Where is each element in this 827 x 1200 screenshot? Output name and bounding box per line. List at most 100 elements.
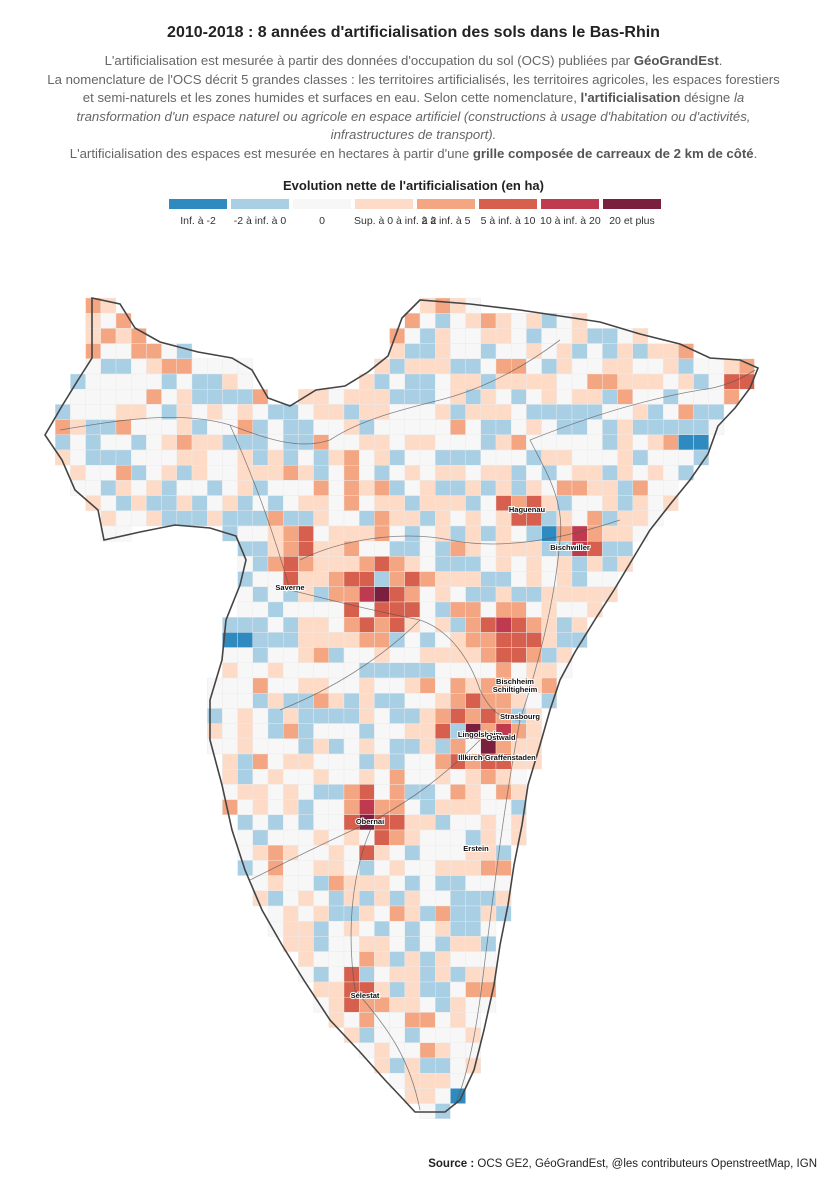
grid-cell bbox=[313, 632, 330, 648]
grid-cell bbox=[313, 905, 330, 922]
grid-cell bbox=[328, 814, 345, 831]
grid-cell bbox=[298, 708, 314, 724]
grid-cell bbox=[556, 556, 573, 572]
grid-cell bbox=[55, 404, 71, 420]
grid-cell bbox=[419, 617, 436, 633]
legend-swatch bbox=[603, 199, 661, 209]
grid-cell bbox=[450, 601, 466, 618]
grid-cell bbox=[526, 617, 542, 633]
grid-cell bbox=[587, 434, 603, 451]
grid-cell bbox=[465, 769, 482, 785]
grid-cell bbox=[571, 571, 588, 588]
grid-cell bbox=[450, 434, 466, 451]
grid-cell bbox=[313, 617, 330, 633]
grid-cell bbox=[222, 449, 238, 466]
grid-cell bbox=[602, 525, 618, 542]
grid-cell bbox=[161, 373, 178, 390]
grid-cell bbox=[267, 738, 284, 755]
grid-cell bbox=[85, 434, 101, 451]
grid-cell bbox=[541, 586, 557, 603]
grid-cell bbox=[511, 388, 527, 405]
grid-cell bbox=[283, 601, 299, 618]
grid-cell bbox=[100, 373, 117, 390]
grid-cell bbox=[328, 997, 345, 1013]
grid-cell bbox=[298, 480, 314, 496]
legend-item: 20 et plus bbox=[602, 199, 662, 227]
grid-cell bbox=[480, 905, 497, 922]
grid-cell bbox=[450, 814, 466, 831]
map-title: 2010-2018 : 8 années d'artificialisation… bbox=[167, 24, 660, 41]
grid-cell bbox=[480, 358, 497, 375]
grid-cell bbox=[435, 358, 451, 375]
grid-cell bbox=[252, 419, 269, 436]
grid-cell bbox=[283, 738, 299, 755]
grid-cell bbox=[419, 738, 436, 755]
grid-cell bbox=[343, 966, 360, 983]
grid-cell bbox=[511, 449, 527, 466]
grid-cell bbox=[632, 419, 649, 436]
legend-item: 0 bbox=[292, 199, 352, 227]
grid-cell bbox=[404, 586, 421, 603]
grid-cell bbox=[389, 1027, 406, 1043]
grid-cell bbox=[556, 571, 573, 588]
grid-cell bbox=[343, 829, 360, 846]
grid-cell bbox=[313, 951, 330, 967]
grid-cell bbox=[267, 723, 284, 740]
grid-cell bbox=[663, 358, 679, 375]
grid-cell bbox=[419, 890, 436, 907]
grid-cell bbox=[130, 510, 147, 527]
grid-cell bbox=[359, 723, 375, 740]
grid-cell bbox=[556, 632, 573, 648]
grid-cell bbox=[328, 434, 345, 451]
grid-cell bbox=[526, 343, 542, 359]
grid-cell bbox=[450, 662, 466, 679]
grid-cell bbox=[267, 617, 284, 633]
road bbox=[519, 439, 562, 721]
grid-cell bbox=[480, 464, 497, 481]
grid-cell bbox=[663, 464, 679, 481]
grid-cell bbox=[85, 297, 101, 314]
grid-cell bbox=[206, 510, 223, 527]
grid-cell bbox=[283, 556, 299, 572]
road-network bbox=[59, 339, 756, 1111]
grid-cell bbox=[419, 981, 436, 998]
grid-cell bbox=[571, 510, 588, 527]
legend-item: 5 à inf. à 10 bbox=[478, 199, 538, 227]
grid-cell bbox=[343, 632, 360, 648]
grid-cell bbox=[298, 814, 314, 831]
grid-cell bbox=[176, 434, 193, 451]
grid-cell bbox=[419, 571, 436, 588]
grid-cell bbox=[602, 434, 618, 451]
grid-cell bbox=[222, 708, 238, 724]
grid-cell bbox=[404, 449, 421, 466]
grid-cell bbox=[435, 677, 451, 694]
grid-cell bbox=[556, 525, 573, 542]
grid-cell bbox=[389, 662, 406, 679]
grid-cell bbox=[419, 541, 436, 557]
legend-swatch bbox=[417, 199, 475, 209]
grid-cell bbox=[313, 495, 330, 512]
grid-cell bbox=[222, 662, 238, 679]
grid-cell bbox=[541, 434, 557, 451]
grid-cell bbox=[465, 966, 482, 983]
grid-cell bbox=[404, 1042, 421, 1059]
grid-cell bbox=[541, 632, 557, 648]
grid-cell bbox=[374, 738, 390, 755]
grid-cell bbox=[419, 480, 436, 496]
grid-cell bbox=[450, 799, 466, 815]
grid-cell bbox=[389, 449, 406, 466]
grid-cell bbox=[404, 373, 421, 390]
grid-cell bbox=[252, 495, 269, 512]
grid-cell bbox=[328, 388, 345, 405]
grid-cell bbox=[389, 753, 406, 770]
grid-cell bbox=[252, 647, 269, 664]
grid-cell bbox=[693, 434, 709, 451]
grid-cell bbox=[419, 875, 436, 891]
grid-cell bbox=[435, 814, 451, 831]
grid-cell bbox=[571, 449, 588, 466]
grid-cell bbox=[450, 495, 466, 512]
grid-cell bbox=[389, 480, 406, 496]
grid-cell bbox=[404, 358, 421, 375]
grid-cell bbox=[465, 829, 482, 846]
grid-cell bbox=[435, 845, 451, 861]
